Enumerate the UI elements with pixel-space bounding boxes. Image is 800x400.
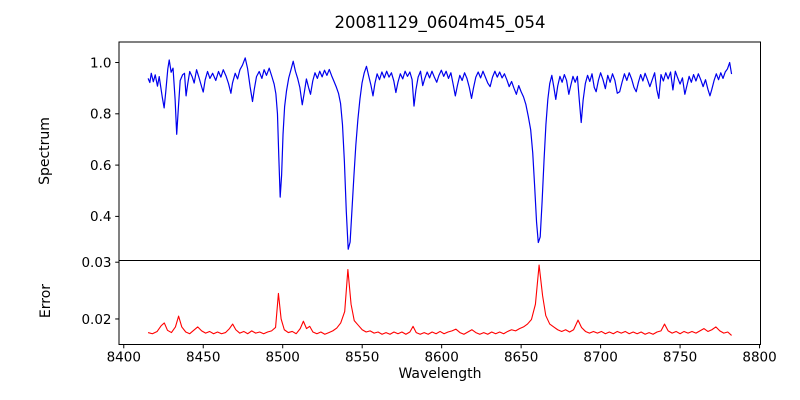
error-y-axis-label: Error [38, 283, 54, 319]
chart-title: 20081129_0604m45_054 [334, 13, 546, 32]
spectrum-y-tick-label: 0.4 [90, 209, 111, 225]
spectrum-y-tick-label: 0.6 [90, 158, 111, 174]
x-axis-label: Wavelength [398, 366, 482, 382]
x-tick-label: 8550 [345, 350, 379, 366]
error-y-tick-label: 0.03 [81, 255, 111, 271]
x-tick-label: 8750 [663, 350, 697, 366]
error-panel-border [118, 260, 761, 345]
spectrum-y-tick-label: 0.8 [90, 107, 111, 123]
spectrum-y-tick-label: 1.0 [90, 55, 111, 71]
x-tick-label: 8600 [424, 350, 458, 366]
x-tick-label: 8500 [266, 350, 300, 366]
spectrum-y-axis-label: Spectrum [37, 117, 53, 185]
x-tick-label: 8450 [186, 350, 220, 366]
spectrum-line [147, 57, 733, 250]
x-tick-label: 8400 [107, 350, 141, 366]
x-tick-label: 8650 [504, 350, 538, 366]
x-tick-label: 8700 [583, 350, 617, 366]
error-line [147, 264, 732, 336]
error-y-tick-label: 0.02 [81, 312, 111, 328]
x-tick-label: 8800 [742, 350, 776, 366]
